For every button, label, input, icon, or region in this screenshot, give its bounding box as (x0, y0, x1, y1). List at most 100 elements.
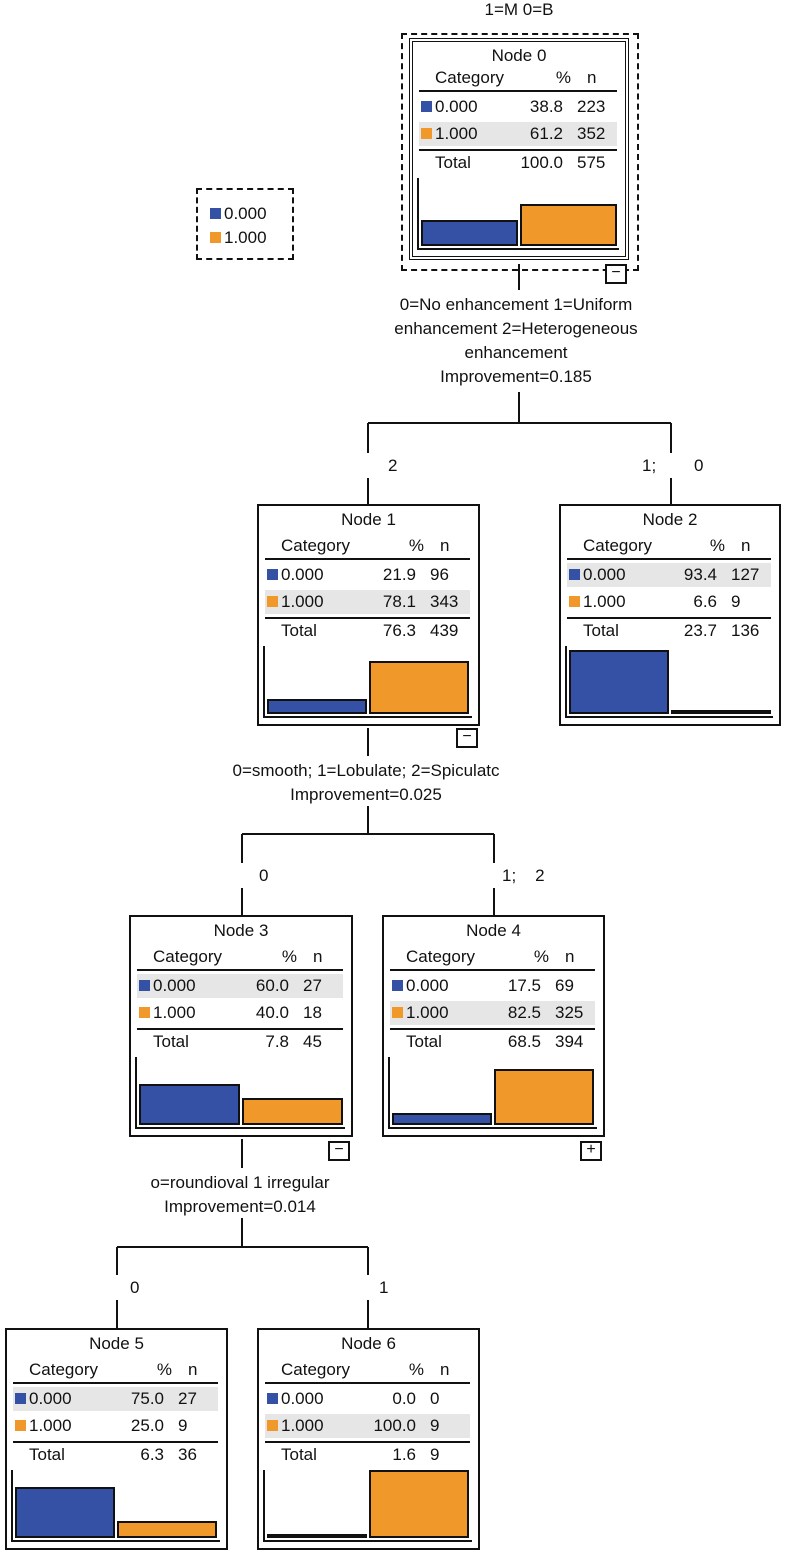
category-1-swatch (267, 596, 278, 607)
total-label: Total (281, 1445, 317, 1464)
row-n: 223 (577, 97, 606, 116)
table-row-category-0: 0.000 38.8 223 (419, 95, 617, 119)
total-percent: 7.8 (265, 1032, 289, 1051)
table-row-category-1: 1.000 61.2 352 (419, 122, 617, 146)
category-1-swatch (267, 1420, 278, 1431)
legend-item-1: 1.000 (210, 228, 267, 248)
header-n: n (741, 536, 751, 555)
split-0-left-branch-label: 2 (388, 456, 398, 475)
row-n: 96 (430, 565, 449, 584)
node-table-header: Category % n (13, 1358, 218, 1384)
histogram-bar-category-0 (569, 650, 669, 714)
expand-node-button[interactable]: + (580, 1141, 602, 1161)
category-0-swatch (267, 1393, 278, 1404)
row-n: 127 (731, 565, 760, 584)
histogram-bar-category-0 (15, 1487, 115, 1538)
header-percent: % (408, 536, 424, 555)
legend-item-0: 0.000 (210, 204, 267, 224)
legend-swatch-0 (210, 207, 221, 219)
histogram-bar-category-1 (520, 204, 617, 246)
row-category: 0.000 (153, 976, 196, 995)
tree-node-4[interactable]: Node 4 Category % n 0.000 17.5 69 1.000 … (382, 915, 605, 1137)
row-category: 0.000 (406, 976, 449, 995)
row-category: 1.000 (281, 592, 324, 611)
collapse-node-button[interactable]: − (456, 728, 478, 748)
row-percent: 17.5 (507, 976, 541, 995)
node-histogram (11, 1470, 220, 1542)
category-0-swatch (139, 980, 150, 991)
node-table-header: Category % n (419, 66, 617, 92)
node-histogram (417, 178, 619, 250)
category-1-swatch (15, 1420, 26, 1431)
total-percent: 1.6 (392, 1445, 416, 1464)
total-percent: 6.3 (140, 1445, 164, 1464)
row-percent: 60.0 (255, 976, 289, 995)
split-0-line-1: enhancement 2=Heterogeneous (394, 319, 638, 338)
total-n: 394 (555, 1032, 584, 1051)
histogram-bar-category-1 (242, 1098, 343, 1125)
root-selection-outline (401, 33, 639, 271)
collapse-node-button[interactable]: − (605, 264, 627, 284)
row-category: 0.000 (29, 1389, 72, 1408)
row-percent: 40.0 (255, 1003, 289, 1022)
row-n: 352 (577, 124, 606, 143)
row-category: 0.000 (281, 1389, 324, 1408)
category-0-swatch (15, 1393, 26, 1404)
row-category: 1.000 (406, 1003, 449, 1022)
header-n: n (587, 68, 597, 87)
header-category: Category (29, 1360, 98, 1379)
tree-node-1[interactable]: Node 1 Category % n 0.000 21.9 96 1.000 … (257, 504, 480, 726)
total-label: Total (406, 1032, 442, 1051)
header-category: Category (435, 68, 504, 87)
total-n: 136 (731, 621, 760, 640)
header-percent: % (555, 68, 571, 87)
header-n: n (440, 1360, 450, 1379)
row-percent: 38.8 (529, 97, 563, 116)
tree-node-0[interactable]: Node 0 Category % n 0.000 38.8 223 1.000… (409, 38, 629, 260)
header-n: n (565, 947, 575, 966)
table-row-category-0: 0.000 17.5 69 (390, 974, 595, 998)
total-n: 45 (303, 1032, 322, 1051)
split-2-left-branch-label: 0 (130, 1278, 140, 1297)
row-category: 1.000 (153, 1003, 196, 1022)
total-percent: 100.0 (520, 153, 563, 172)
collapse-node-button[interactable]: − (328, 1141, 350, 1161)
header-category: Category (583, 536, 652, 555)
tree-node-2[interactable]: Node 2 Category % n 0.000 93.4 127 1.000… (559, 504, 781, 726)
row-category: 0.000 (583, 565, 626, 584)
header-n: n (440, 536, 450, 555)
category-0-swatch (392, 980, 403, 991)
row-percent: 93.4 (683, 565, 717, 584)
node-title: Node 0 (491, 46, 547, 65)
row-category: 1.000 (281, 1416, 324, 1435)
header-category: Category (281, 1360, 350, 1379)
row-percent: 6.6 (693, 592, 717, 611)
total-label: Total (29, 1445, 65, 1464)
node-table-header: Category % n (567, 534, 771, 560)
tree-node-5[interactable]: Node 5 Category % n 0.000 75.0 27 1.000 … (5, 1328, 228, 1550)
category-1-swatch (421, 128, 432, 139)
table-total-row: Total 23.7 136 (567, 617, 771, 643)
header-category: Category (406, 947, 475, 966)
table-total-row: Total 68.5 394 (390, 1028, 595, 1054)
category-1-swatch (569, 596, 580, 607)
total-label: Total (583, 621, 619, 640)
category-1-swatch (392, 1007, 403, 1018)
row-category: 1.000 (29, 1416, 72, 1435)
total-n: 9 (430, 1445, 440, 1464)
table-total-row: Total 1.6 9 (265, 1441, 470, 1467)
table-row-category-0: 0.000 60.0 27 (137, 974, 343, 998)
header-percent: % (156, 1360, 172, 1379)
category-0-swatch (267, 569, 278, 580)
target-variable-label: 1=M 0=B (484, 0, 554, 19)
node-histogram (565, 646, 773, 718)
tree-node-3[interactable]: Node 3 Category % n 0.000 60.0 27 1.000 … (129, 915, 353, 1137)
category-1-swatch (139, 1007, 150, 1018)
total-label: Total (153, 1032, 189, 1051)
header-percent: % (281, 947, 297, 966)
total-n: 36 (178, 1445, 197, 1464)
split-1-left-branch-label: 0 (259, 866, 269, 885)
tree-node-6[interactable]: Node 6 Category % n 0.000 0.0 0 1.000 10… (257, 1328, 480, 1550)
total-n: 439 (430, 621, 459, 640)
